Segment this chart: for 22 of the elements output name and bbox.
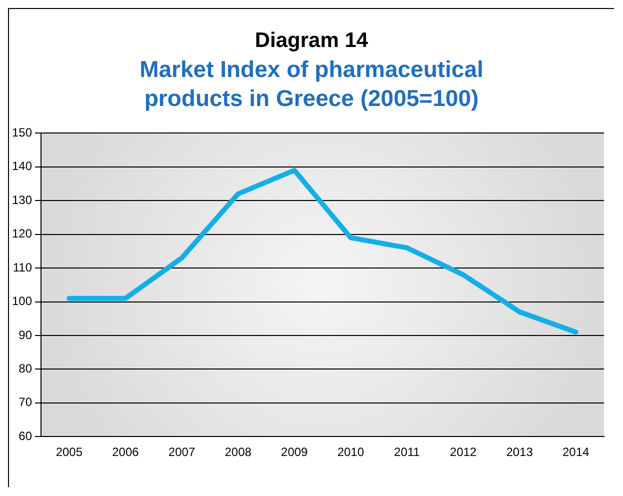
- x-tick-label: 2007: [168, 445, 196, 460]
- chart-subtitle: Market Index of pharmaceutical products in Greece (2005=100): [138, 55, 484, 113]
- y-tick-label: 120: [12, 226, 32, 241]
- x-tick-label: 2010: [337, 445, 364, 460]
- y-tick-label: 80: [18, 361, 32, 376]
- y-tick-label: 90: [18, 328, 32, 342]
- x-tick-label: 2006: [112, 445, 140, 460]
- x-tick-label: 2014: [562, 445, 590, 460]
- x-tick-label: 2005: [56, 445, 83, 460]
- x-tick-label: 2011: [394, 445, 420, 460]
- y-tick-label: 110: [12, 260, 32, 274]
- x-tick-label: 2013: [506, 445, 534, 460]
- y-tick-label: 150: [12, 126, 32, 140]
- x-tick-label: 2008: [224, 445, 252, 460]
- y-tick-label: 100: [12, 294, 32, 308]
- y-tick-label: 140: [12, 159, 32, 174]
- y-tick-label: 70: [18, 395, 32, 410]
- chart-title: Diagram 14: [254, 28, 370, 53]
- x-tick-label: 2012: [450, 445, 477, 460]
- x-tick-label: 2009: [281, 445, 308, 460]
- y-tick-label: 130: [12, 192, 32, 207]
- y-tick-label: 60: [18, 428, 32, 443]
